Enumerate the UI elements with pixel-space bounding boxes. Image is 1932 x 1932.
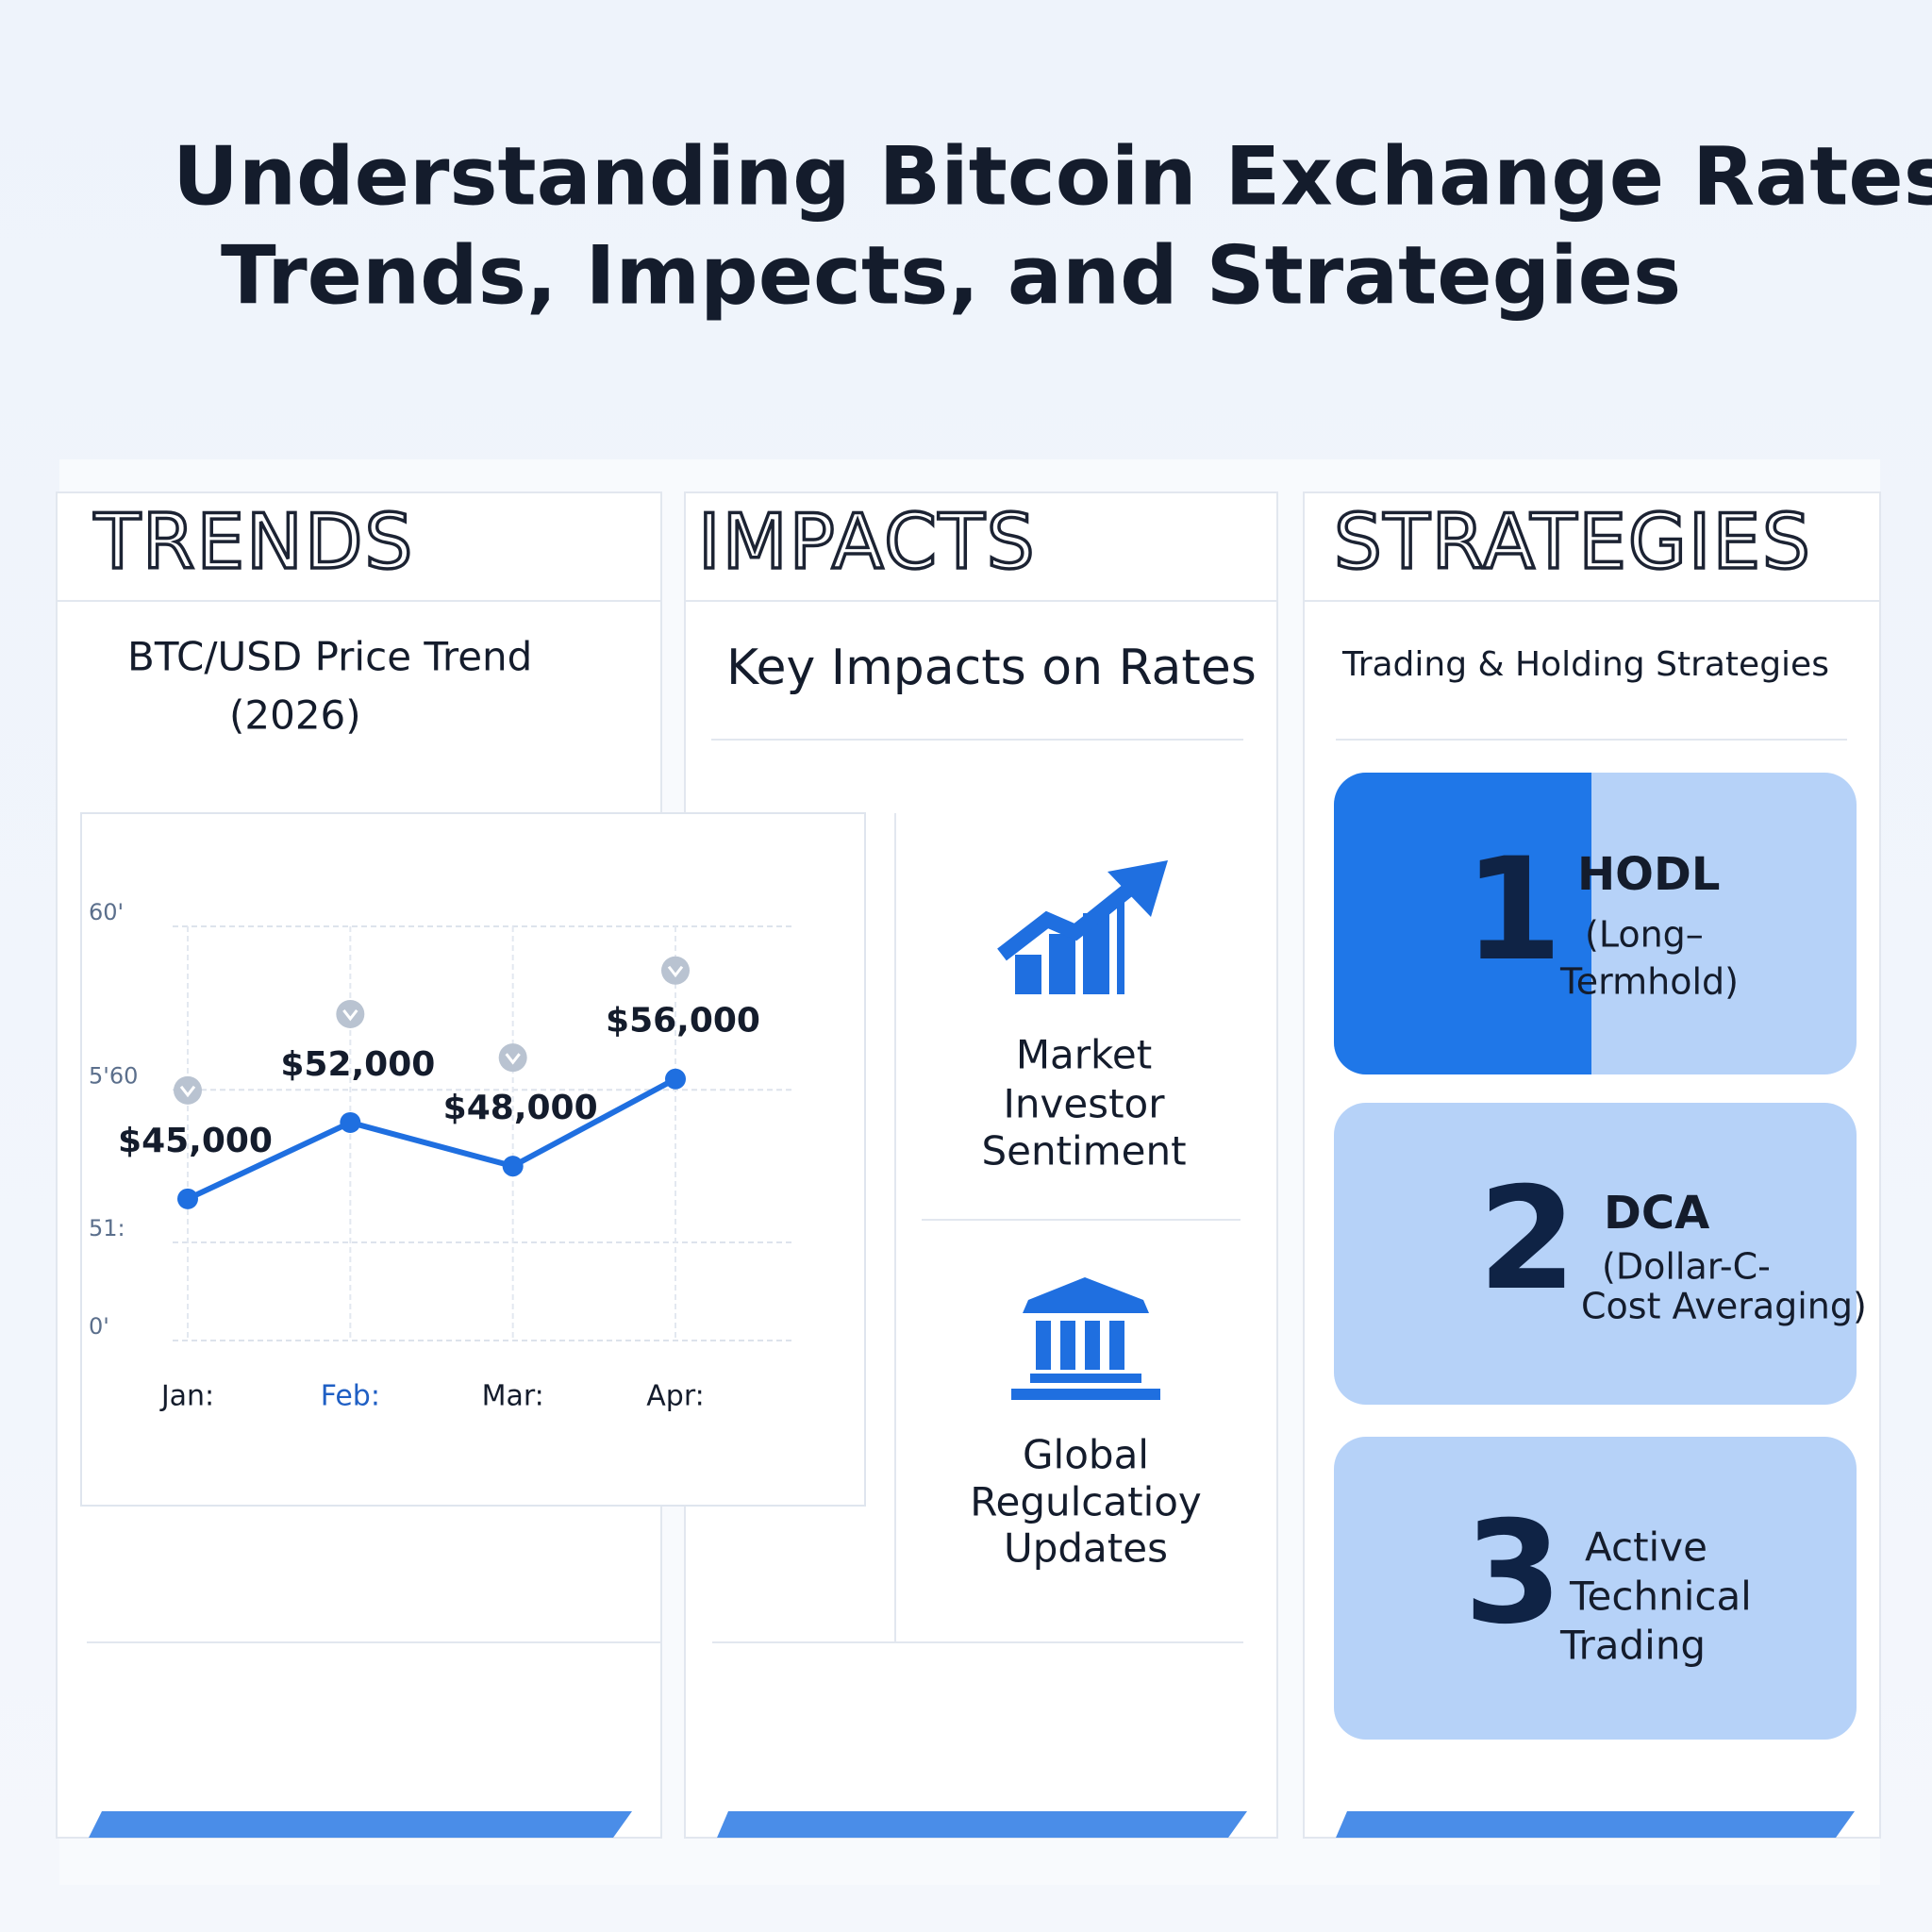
bank-icon (1011, 1277, 1160, 1400)
marker-chevron (179, 1085, 196, 1098)
card-name: HODL (1577, 848, 1720, 901)
impact-text: Updates (1004, 1525, 1168, 1572)
data-point (502, 1156, 524, 1177)
card-name: Active (1585, 1524, 1707, 1571)
impact-text: Sentiment (981, 1128, 1186, 1174)
x-tick-label: Mar: (482, 1380, 544, 1413)
bottom-bar (717, 1811, 1247, 1838)
column-heading: TRENDS (93, 498, 414, 586)
x-tick-label: Feb: (321, 1380, 380, 1413)
impact-text: Global (1023, 1432, 1149, 1478)
x-tick-label: Apr: (646, 1380, 704, 1413)
data-point (177, 1188, 198, 1209)
card-name: DCA (1604, 1187, 1709, 1240)
card-detail: Trading (1559, 1623, 1706, 1669)
card-detail: (Dollar-C- (1602, 1246, 1771, 1288)
chart-box (80, 812, 866, 1507)
marker-icon (336, 999, 365, 1028)
y-tick-label: 51: (89, 1215, 125, 1241)
marker-chevron (667, 965, 684, 978)
title-line: Trends, Impects, and Strategies (221, 228, 1681, 323)
card-detail: (Long– (1585, 914, 1704, 956)
title-line: Understanding Bitcoin Exchange Rates: (173, 129, 1932, 224)
data-point (340, 1111, 361, 1133)
card-number: 1 (1464, 828, 1562, 992)
card-number: 3 (1464, 1491, 1562, 1656)
marker-chevron (505, 1053, 521, 1065)
value-label: $52,000 (280, 1045, 435, 1084)
card-number: 2 (1478, 1158, 1576, 1322)
card-highlight (1334, 773, 1591, 1074)
strategy-card (1334, 1437, 1857, 1740)
y-tick-label: 5'60 (89, 1062, 138, 1089)
column-subtitle: Trading & Holding Strategies (1341, 645, 1829, 684)
y-tick-label: 60' (89, 899, 124, 925)
strategy-card (1334, 1103, 1857, 1405)
impact-text: Regulcatioy (970, 1479, 1202, 1525)
x-tick-label: Jan: (159, 1380, 214, 1413)
value-label: $45,000 (118, 1122, 273, 1160)
card-detail: Termhold) (1559, 961, 1739, 1003)
trend-icon (997, 860, 1168, 994)
column-heading: STRATEGIES (1334, 498, 1812, 586)
impact-text: Investor (1003, 1081, 1165, 1127)
value-label: $48,000 (443, 1089, 598, 1127)
marker-chevron (342, 1009, 358, 1022)
card-detail: Technical (1569, 1574, 1752, 1620)
impact-text: Market (1016, 1032, 1152, 1078)
value-label: $56,000 (606, 1002, 760, 1041)
column-subtitle: Key Impacts on Rates (726, 640, 1257, 696)
column-heading: IMPACTS (698, 498, 1037, 586)
bottom-bar (1336, 1811, 1855, 1838)
price-line (186, 1076, 677, 1202)
line-chart: 0' 51: 5'60 60' Jan: Feb: Mar: Apr: $45,000$52,0… (89, 899, 794, 1413)
card-detail: Cost Averaging) (1581, 1286, 1867, 1327)
marker-icon (498, 1043, 527, 1073)
marker-icon (174, 1075, 202, 1105)
column-subtitle: (2026) (229, 692, 361, 739)
column-subtitle: BTC/USD Price Trend (127, 634, 532, 680)
data-point (665, 1068, 686, 1090)
bottom-bar (89, 1811, 632, 1838)
y-tick-label: 0' (89, 1313, 109, 1340)
marker-icon (661, 956, 690, 985)
